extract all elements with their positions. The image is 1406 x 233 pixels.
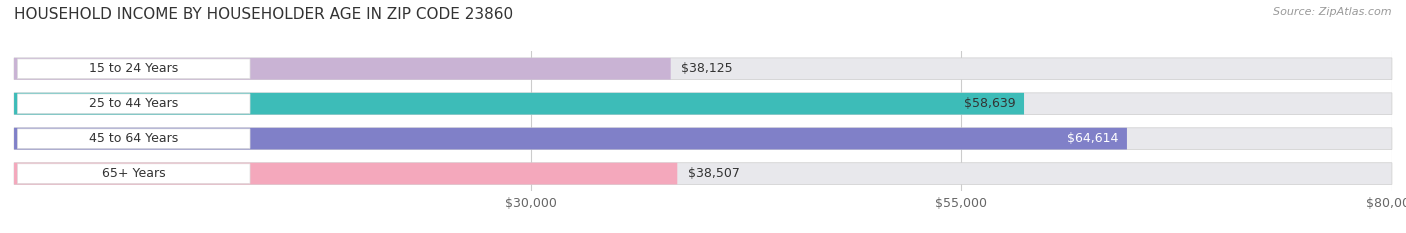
Text: $38,125: $38,125 xyxy=(681,62,733,75)
FancyBboxPatch shape xyxy=(14,163,678,185)
FancyBboxPatch shape xyxy=(14,128,1128,150)
FancyBboxPatch shape xyxy=(17,164,250,183)
FancyBboxPatch shape xyxy=(17,94,250,113)
Text: 45 to 64 Years: 45 to 64 Years xyxy=(89,132,179,145)
FancyBboxPatch shape xyxy=(14,93,1024,115)
FancyBboxPatch shape xyxy=(17,129,250,148)
Text: 15 to 24 Years: 15 to 24 Years xyxy=(89,62,179,75)
Text: $58,639: $58,639 xyxy=(963,97,1015,110)
FancyBboxPatch shape xyxy=(14,93,1392,115)
Text: Source: ZipAtlas.com: Source: ZipAtlas.com xyxy=(1274,7,1392,17)
FancyBboxPatch shape xyxy=(17,59,250,79)
Text: HOUSEHOLD INCOME BY HOUSEHOLDER AGE IN ZIP CODE 23860: HOUSEHOLD INCOME BY HOUSEHOLDER AGE IN Z… xyxy=(14,7,513,22)
FancyBboxPatch shape xyxy=(14,58,671,80)
Text: $64,614: $64,614 xyxy=(1067,132,1118,145)
Text: $38,507: $38,507 xyxy=(688,167,740,180)
FancyBboxPatch shape xyxy=(14,163,1392,185)
Text: 65+ Years: 65+ Years xyxy=(103,167,166,180)
FancyBboxPatch shape xyxy=(14,58,1392,80)
Text: 25 to 44 Years: 25 to 44 Years xyxy=(89,97,179,110)
FancyBboxPatch shape xyxy=(14,128,1392,150)
